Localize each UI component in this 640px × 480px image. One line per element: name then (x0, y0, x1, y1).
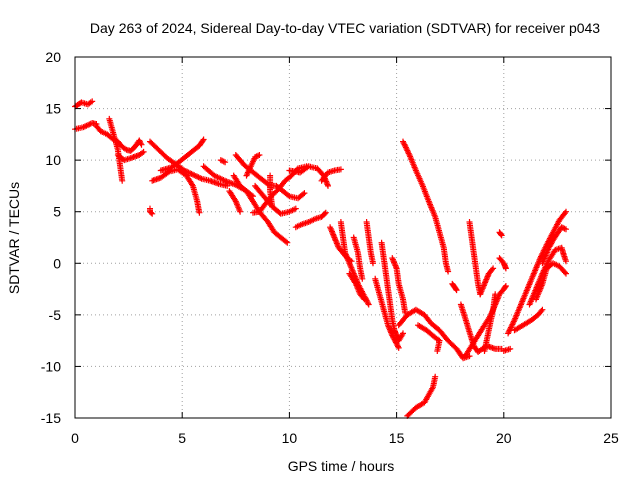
data-series-arc-08 (157, 136, 207, 174)
data-series-arc-33 (415, 322, 443, 354)
data-series-arc-21 (318, 166, 344, 184)
data-series-arc-41 (496, 255, 509, 272)
plus-markers (114, 148, 147, 164)
data-series-arc-39 (481, 291, 499, 354)
x-axis-title: GPS time / hours (288, 458, 395, 474)
data-series-arc-43 (505, 208, 569, 337)
x-tick-label: 0 (71, 430, 79, 446)
data-series-arc-17 (252, 182, 299, 217)
y-tick-label: -5 (49, 307, 62, 323)
data-series-arc-27 (378, 239, 406, 344)
plot-frame (74, 56, 612, 419)
data-series-arc-31 (400, 138, 452, 275)
y-tick-label: -10 (41, 358, 61, 374)
plus-markers (539, 224, 569, 267)
plus-markers (496, 229, 505, 239)
axis-ticks (74, 56, 612, 419)
plus-markers (404, 373, 439, 419)
plus-markers (217, 157, 229, 166)
y-tick-label: 20 (45, 49, 61, 65)
plus-markers (252, 182, 299, 217)
x-tick-label: 25 (603, 430, 619, 446)
data-series-arc-12 (226, 188, 244, 215)
data-series-arc-34 (449, 280, 460, 294)
plus-markers (500, 345, 514, 354)
plus-markers (106, 115, 126, 184)
y-tick-label: 15 (45, 101, 61, 117)
data-series-arc-28 (372, 275, 402, 351)
data-series-arc-32 (404, 373, 439, 419)
data-series-arc-30 (395, 306, 473, 362)
data-series-arc-05 (114, 148, 147, 164)
plus-markers (511, 306, 546, 334)
y-axis-title: SDTVAR / TECUs (6, 182, 22, 294)
data-series-arc-11 (217, 157, 229, 166)
data-series-arc-07 (147, 138, 231, 189)
data-series-arc-26 (363, 219, 376, 267)
plus-markers (496, 255, 509, 272)
y-tick-label: 0 (53, 255, 61, 271)
grid (75, 57, 611, 418)
plus-markers (350, 234, 366, 282)
data-marks (72, 98, 569, 419)
plus-markers (243, 152, 263, 179)
plus-markers (389, 255, 409, 316)
chart-title: Day 263 of 2024, Sidereal Day-to-day VTE… (90, 20, 600, 36)
data-series-arc-09 (149, 166, 203, 216)
data-series-arc-14 (230, 172, 291, 246)
data-series-arc-44 (511, 306, 546, 334)
plus-markers (267, 172, 276, 210)
data-series-arc-40 (496, 229, 505, 239)
plus-markers (147, 205, 156, 217)
data-series-arc-18 (267, 172, 276, 210)
plus-markers (378, 239, 406, 344)
plus-markers (477, 265, 497, 298)
plus-markers (505, 208, 569, 337)
plus-markers (147, 138, 231, 189)
data-series-arc-37 (466, 219, 484, 298)
x-tick-label: 15 (389, 430, 405, 446)
x-tick-label: 20 (496, 430, 512, 446)
data-series-arc-29 (389, 255, 409, 316)
data-series-arc-20 (292, 209, 329, 231)
y-tick-label: 5 (53, 204, 61, 220)
plus-markers (395, 306, 473, 362)
plus-markers (481, 291, 499, 354)
plus-markers (466, 219, 484, 298)
plus-markers (292, 209, 329, 231)
y-tick-label: -15 (41, 410, 61, 426)
x-tick-label: 10 (282, 430, 298, 446)
plus-markers (318, 166, 344, 184)
plus-markers (346, 270, 368, 303)
data-series-arc-25 (346, 270, 368, 303)
data-series-arc-06 (147, 205, 156, 217)
data-series-arc-42 (500, 345, 514, 354)
data-series-arc-46 (533, 260, 569, 303)
data-series-arc-38 (477, 265, 497, 298)
y-tick-label: 10 (45, 152, 61, 168)
plus-markers (415, 322, 443, 354)
plus-markers (149, 166, 203, 216)
plus-markers (533, 260, 569, 303)
data-series-arc-47 (539, 224, 569, 267)
data-series-arc-04 (106, 115, 126, 184)
plus-markers (230, 172, 291, 246)
data-series-arc-15 (243, 152, 263, 179)
plus-markers (157, 136, 207, 174)
plus-markers (363, 219, 376, 267)
plus-markers (400, 138, 452, 275)
plus-markers (226, 188, 244, 215)
plus-markers (372, 275, 402, 351)
plus-markers (449, 280, 460, 294)
x-tick-label: 5 (178, 430, 186, 446)
data-series-arc-24 (350, 234, 366, 282)
